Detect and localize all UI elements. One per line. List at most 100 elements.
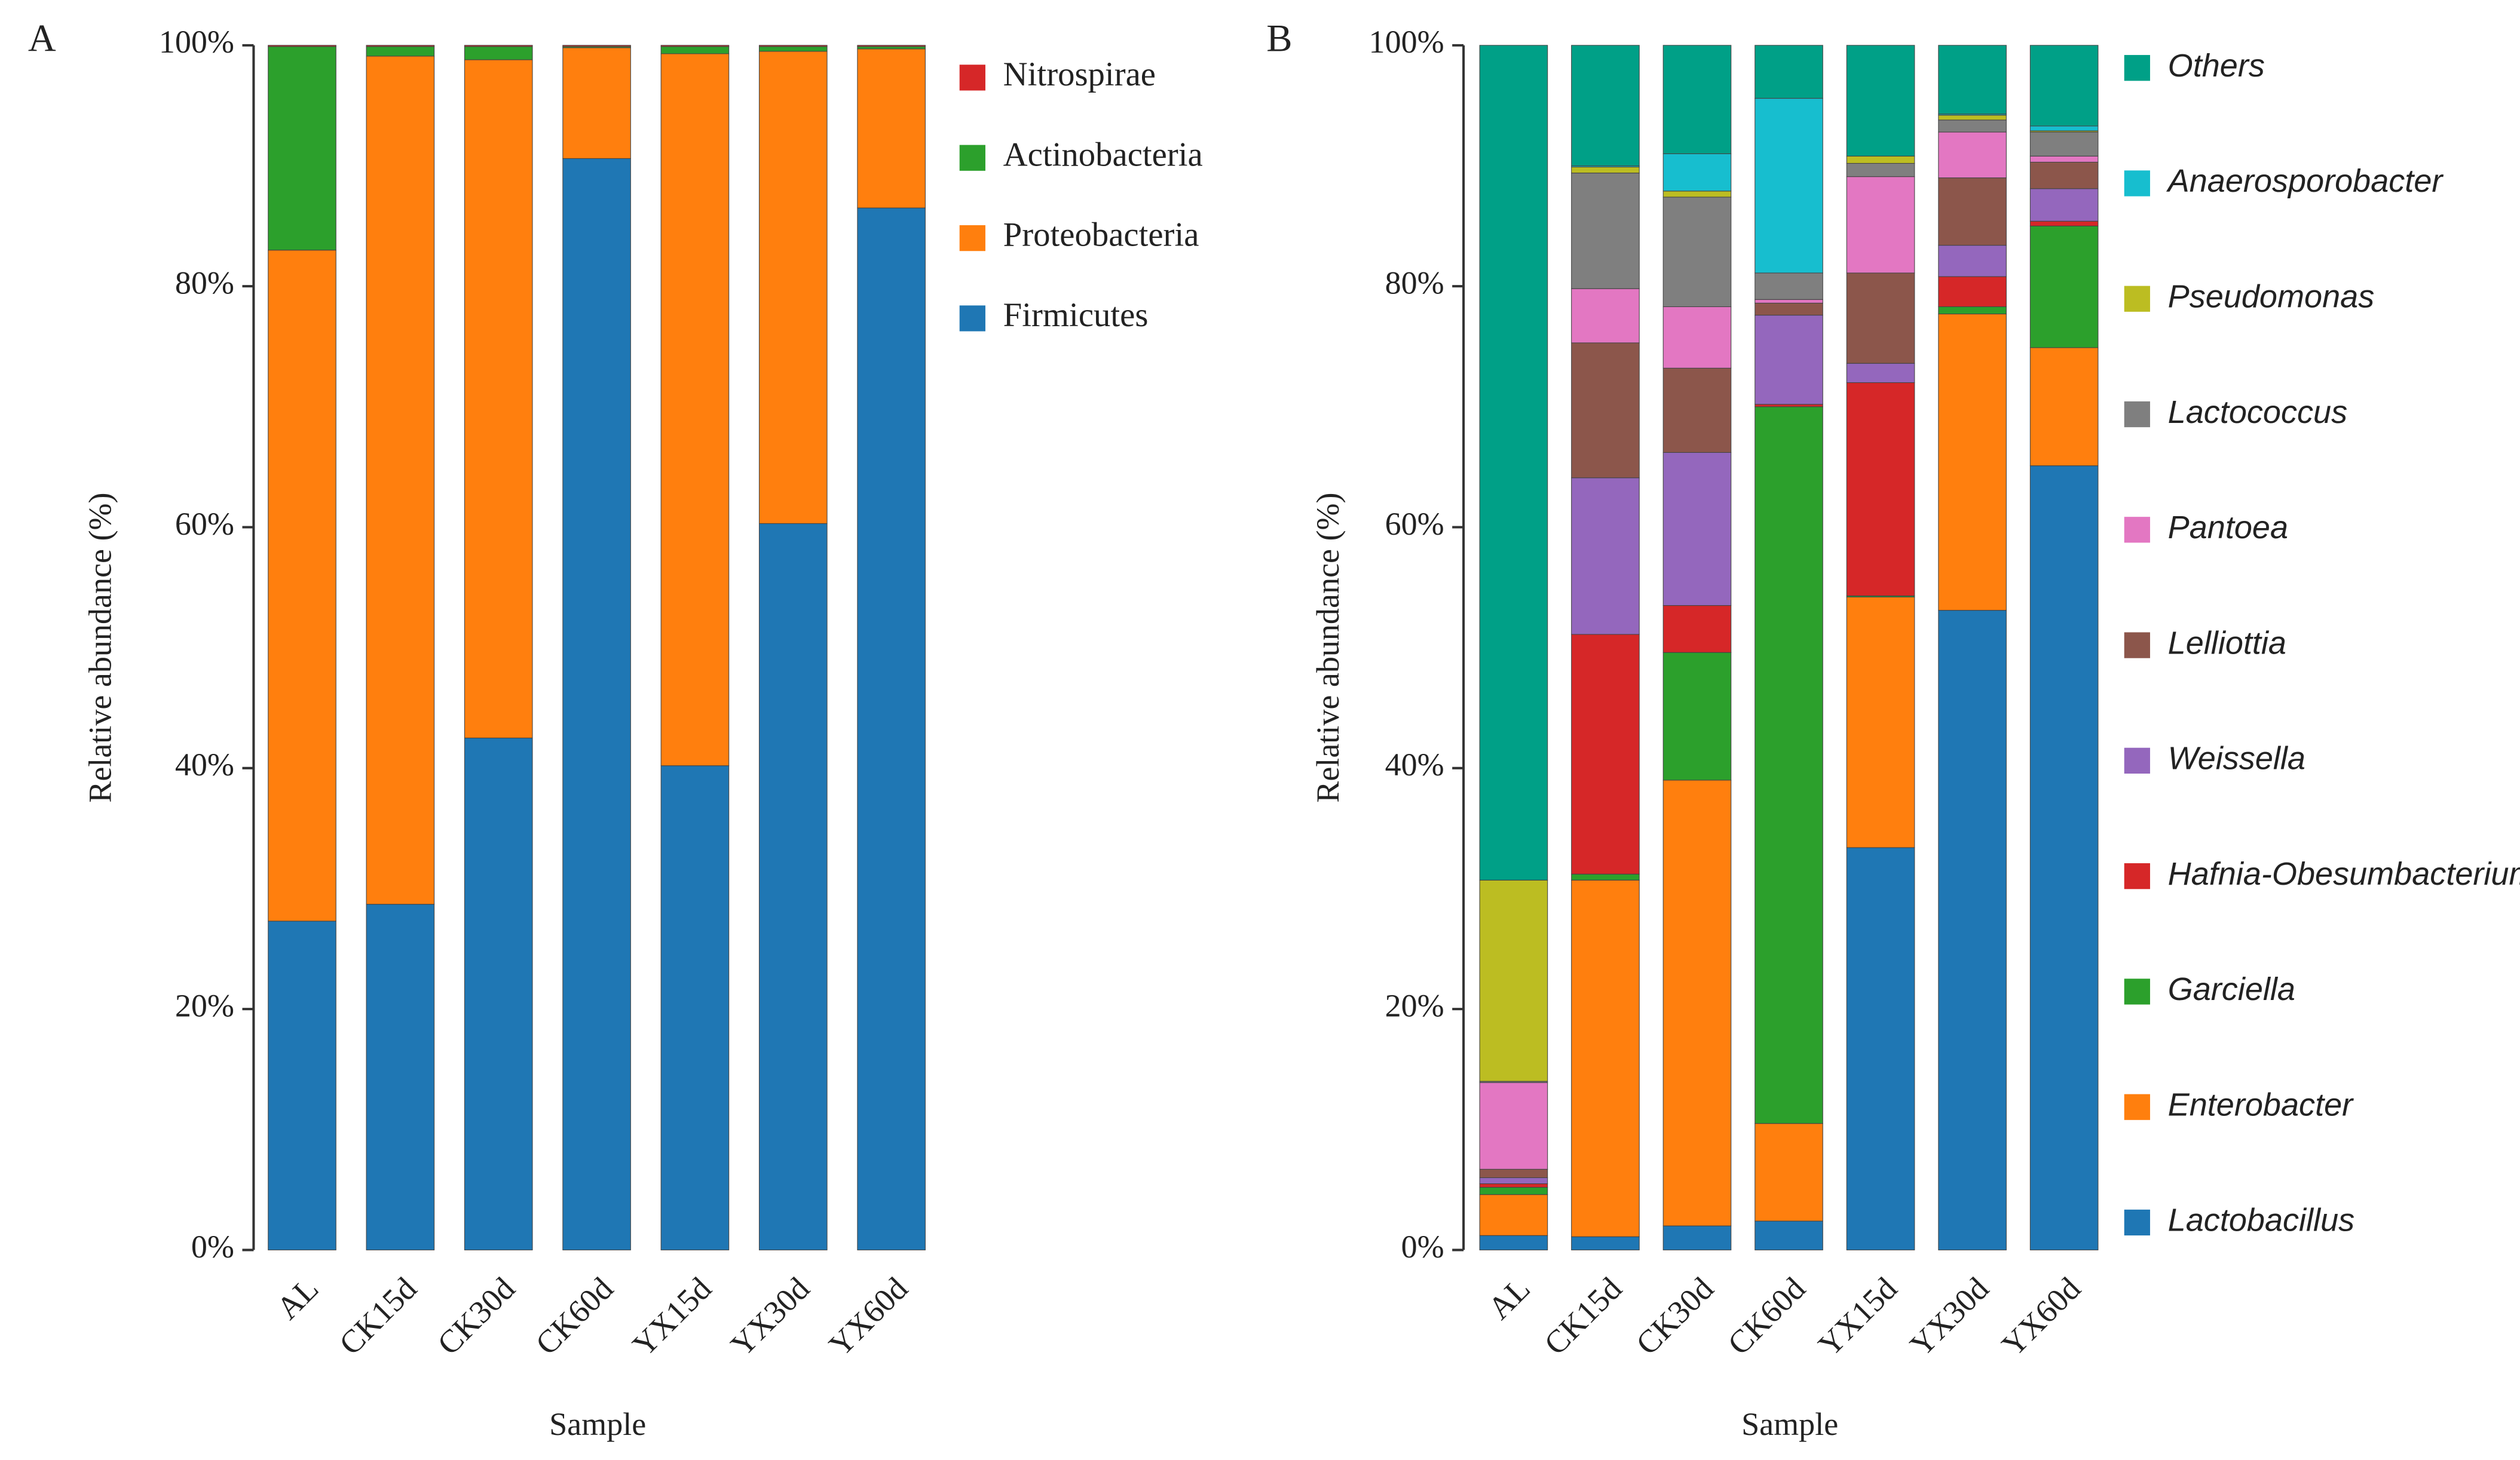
bar-segment	[562, 158, 631, 1250]
bar-segment	[1754, 272, 1823, 300]
bar-segment	[1938, 245, 2007, 277]
bar-segment	[2029, 225, 2099, 348]
bar-segment	[1662, 153, 1732, 192]
bar-segment	[268, 45, 336, 47]
bar-segment	[2029, 45, 2099, 127]
bar-segment	[2029, 155, 2099, 162]
legend-label: Lactococcus	[2168, 394, 2347, 430]
legend-label: Garciella	[2168, 971, 2295, 1007]
y-tick-label: 40%	[1385, 747, 1444, 783]
y-tick-label: 100%	[1369, 24, 1444, 60]
legend-swatch	[2124, 1209, 2150, 1236]
bar-segment	[2029, 125, 2099, 131]
bar-segment	[1479, 1177, 1548, 1185]
legend-swatch	[2124, 401, 2150, 428]
legend-swatch	[2124, 863, 2150, 890]
panel-label: B	[1266, 17, 1292, 60]
y-tick-label: 100%	[159, 24, 234, 60]
y-tick-label: 20%	[175, 988, 234, 1024]
bar-segment	[1754, 1123, 1823, 1222]
bar-segment	[366, 904, 435, 1250]
legend-swatch	[959, 225, 985, 251]
legend-swatch	[959, 305, 985, 332]
bar-segment	[857, 48, 926, 208]
legend-swatch	[959, 65, 985, 91]
y-axis-label: Relative abundance (%)	[82, 493, 118, 803]
bar-segment	[1571, 879, 1640, 1237]
bar-segment	[1662, 45, 1732, 154]
bar-segment	[1938, 115, 2007, 121]
legend-swatch	[2124, 517, 2150, 543]
bar-segment	[1479, 1194, 1548, 1236]
bar-segment	[758, 46, 828, 52]
legend-label: Lelliottia	[2168, 625, 2286, 661]
bar-segment	[464, 46, 533, 60]
bar-segment	[1938, 306, 2007, 315]
bar-segment	[366, 45, 435, 47]
legend-label: Weissella	[2168, 741, 2305, 777]
bar-segment	[857, 46, 926, 50]
bar-segment	[1662, 191, 1732, 198]
legend-label: Firmicutes	[1003, 296, 1149, 334]
legend-swatch	[2124, 55, 2150, 81]
bar-segment	[1938, 610, 2007, 1250]
legend-label: Anaerosporobacter	[2166, 163, 2444, 199]
bar-segment	[1846, 847, 1915, 1250]
bar-segment	[660, 46, 730, 54]
y-tick-label: 60%	[1385, 506, 1444, 542]
bar-segment	[1662, 1225, 1732, 1250]
bar-segment	[1846, 162, 1915, 177]
bar-segment	[857, 207, 926, 1250]
bar-segment	[1754, 315, 1823, 405]
bar-segment	[2029, 465, 2099, 1250]
bar-segment	[1846, 382, 1915, 596]
bar-segment	[1938, 177, 2007, 246]
y-tick-label: 20%	[1385, 988, 1444, 1024]
y-axis-label: Relative abundance (%)	[1310, 493, 1346, 803]
bar-segment	[2029, 131, 2099, 157]
legend-label: Others	[2168, 48, 2265, 84]
bar-segment	[2029, 161, 2099, 189]
bar-segment	[1479, 1187, 1548, 1195]
bar-segment	[1754, 299, 1823, 303]
bar-segment	[1938, 314, 2007, 611]
bar-segment	[1754, 98, 1823, 274]
bar-segment	[1938, 45, 2007, 115]
bar-segment	[660, 765, 730, 1250]
bar-segment	[857, 45, 926, 47]
bar-segment	[1662, 306, 1732, 369]
bar-segment	[1479, 1082, 1548, 1170]
bar-segment	[1846, 176, 1915, 274]
legend-label: Nitrospirae	[1003, 56, 1156, 93]
bar-segment	[1479, 1183, 1548, 1188]
bar-segment	[1846, 155, 1915, 164]
bar-segment	[464, 59, 533, 738]
bar-segment	[1571, 173, 1640, 289]
bar-segment	[1754, 45, 1823, 99]
bar-segment	[1938, 276, 2007, 307]
bar-segment	[660, 45, 730, 47]
bar-segment	[1754, 406, 1823, 1124]
bar-segment	[2029, 220, 2099, 226]
bar-segment	[268, 250, 336, 922]
legend-label: Hafnia-Obesumbacterium	[2168, 856, 2520, 892]
bar-segment	[660, 53, 730, 766]
legend-swatch	[2124, 286, 2150, 312]
bar-segment	[562, 47, 631, 159]
bar-segment	[1571, 166, 1640, 174]
bar-segment	[366, 56, 435, 905]
x-axis-label: Sample	[1741, 1406, 1838, 1442]
bar-segment	[1571, 477, 1640, 635]
bar-segment	[1662, 652, 1732, 781]
bar-segment	[464, 737, 533, 1250]
y-tick-label: 80%	[175, 265, 234, 301]
bar-segment	[268, 921, 336, 1250]
bar-segment	[1754, 404, 1823, 407]
legend-swatch	[2124, 1094, 2150, 1120]
legend-label: Lactobacillus	[2168, 1203, 2354, 1238]
bar-segment	[1846, 363, 1915, 384]
legend-label: Enterobacter	[2168, 1087, 2354, 1122]
bar-segment	[1846, 272, 1915, 364]
legend-swatch	[959, 145, 985, 171]
legend-label: Actinobacteria	[1003, 136, 1203, 173]
